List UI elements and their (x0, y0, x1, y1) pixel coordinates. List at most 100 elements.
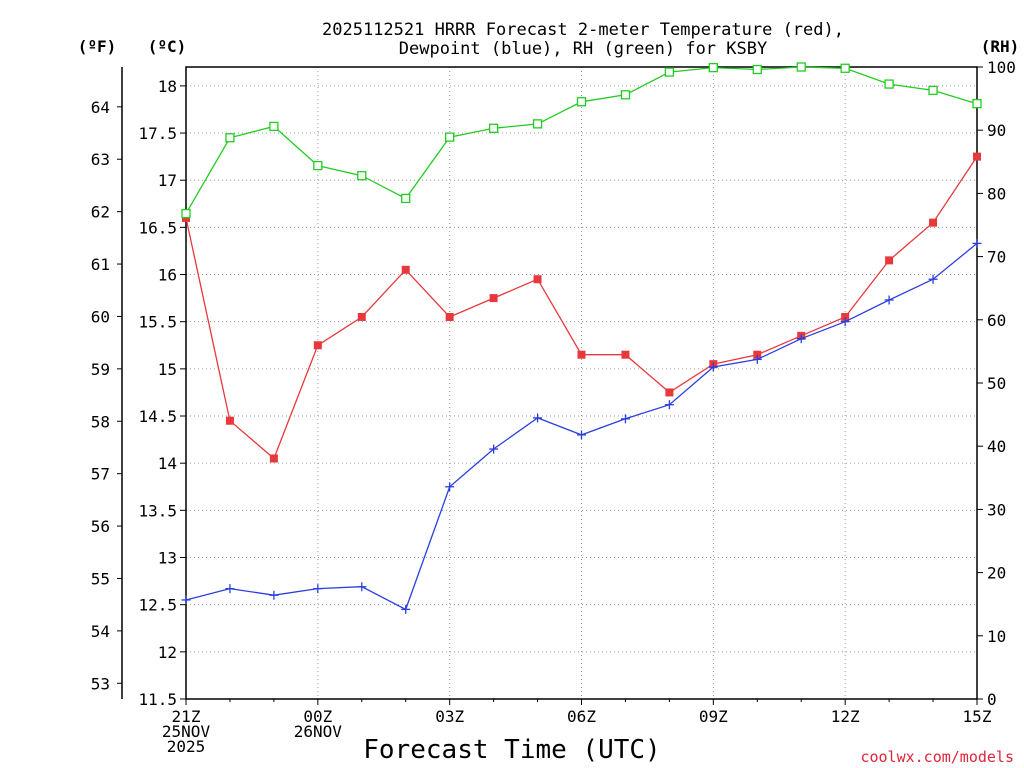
temperature-point (665, 388, 674, 397)
x-axis-label: Forecast Time (UTC) (363, 735, 660, 765)
chart-title: 2025112521 HRRR Forecast 2-meter Tempera… (322, 20, 844, 59)
watermark-link[interactable]: coolwx.com/models (860, 748, 1014, 766)
x-tick-label: 15Z (963, 707, 992, 726)
fahrenheit-tick-label: 58 (91, 412, 110, 431)
temperature-point (841, 312, 850, 321)
dewpoint-point (620, 414, 630, 424)
dewpoint-point (884, 295, 894, 305)
temperature-point (753, 350, 762, 359)
rh-tick-label: 30 (987, 500, 1006, 519)
dewpoint-point (533, 413, 543, 423)
rh-tick-label: 0 (987, 690, 997, 709)
dewpoint-point (708, 362, 718, 372)
dewpoint-point (577, 430, 586, 440)
rh-unit-label: (RH) (981, 37, 1020, 56)
celsius-tick-label: 17.5 (138, 124, 177, 143)
celsius-tick-label: 13 (158, 549, 177, 568)
celsius-tick-label: 12 (158, 643, 177, 662)
x-tick-label: 00Z (303, 707, 332, 726)
rh-tick-label: 90 (987, 121, 1006, 140)
temperature-point (621, 350, 630, 359)
x-tick-label: 03Z (435, 707, 464, 726)
x-tick-label: 25NOV (162, 722, 211, 741)
fahrenheit-tick-label: 53 (91, 674, 110, 693)
fahrenheit-unit-label: (ºF) (78, 37, 117, 56)
rh-tick-label: 10 (987, 627, 1006, 646)
rh-point (181, 208, 191, 219)
fahrenheit-tick-label: 57 (91, 465, 110, 484)
celsius-tick-label: 14 (158, 454, 177, 473)
fahrenheit-tick-label: 61 (91, 255, 110, 274)
temperature-point (269, 454, 278, 463)
rh-point (972, 99, 982, 109)
fahrenheit-tick-label: 55 (91, 569, 110, 588)
celsius-tick-label: 14.5 (138, 407, 177, 426)
temperature-point (445, 312, 454, 321)
celsius-tick-label: 12.5 (138, 596, 177, 615)
series-layer (181, 62, 982, 614)
rh-tick-label: 100 (987, 58, 1016, 77)
celsius-tick-label: 18 (158, 77, 177, 96)
celsius-tick-label: 13.5 (138, 501, 177, 520)
x-tick-label: 12Z (831, 707, 860, 726)
fahrenheit-tick-label: 54 (91, 622, 110, 641)
temperature-point (885, 256, 894, 265)
rh-point (401, 193, 411, 204)
temperature-point (357, 312, 366, 321)
dewpoint-point (313, 584, 323, 594)
rh-point (488, 123, 499, 133)
fahrenheit-tick-label: 64 (91, 98, 110, 117)
temperature-point (489, 294, 498, 303)
celsius-tick-label: 15.5 (138, 313, 177, 332)
x-tick-label: 2025 (167, 737, 206, 756)
grid-layer (186, 67, 977, 699)
rh-point (796, 62, 806, 72)
fahrenheit-tick-label: 63 (91, 150, 110, 169)
temperature-point (929, 218, 938, 227)
dewpoint-point (445, 482, 455, 492)
rh-point (576, 97, 587, 107)
title-line-1: 2025112521 HRRR Forecast 2-meter Tempera… (322, 20, 844, 40)
title-line-2: Dewpoint (blue), RH (green) for KSBY (399, 39, 767, 59)
temperature-point (533, 275, 542, 284)
temperature-point (313, 341, 322, 350)
x-tick-label: 06Z (567, 707, 596, 726)
x-tick-label: 26NOV (294, 722, 343, 741)
x-tick-label: 21Z (172, 707, 201, 726)
rh-tick-label: 60 (987, 311, 1006, 330)
rh-point (752, 64, 762, 75)
celsius-tick-label: 16.5 (138, 218, 177, 237)
rh-tick-label: 20 (987, 564, 1006, 583)
dewpoint-point (181, 595, 191, 605)
dewpoint-point (269, 590, 279, 600)
temperature-point (225, 416, 234, 425)
x-tick-label: 09Z (699, 707, 728, 726)
rh-point (840, 63, 850, 73)
rh-point (445, 132, 455, 142)
rh-point (664, 67, 675, 77)
celsius-unit-label: (ºC) (148, 37, 187, 56)
dewpoint-point (928, 274, 938, 284)
dewpoint-point (972, 238, 982, 248)
rh-point (928, 85, 938, 96)
dewpoint-point (664, 400, 674, 410)
dewpoint-point (225, 584, 235, 594)
fahrenheit-tick-label: 60 (91, 307, 110, 326)
rh-point (620, 90, 631, 100)
rh-point (708, 62, 718, 73)
fahrenheit-tick-label: 56 (91, 517, 110, 536)
temperature-point (401, 265, 410, 274)
rh-point (313, 160, 323, 171)
rh-point (532, 119, 543, 129)
rh-point (884, 79, 894, 89)
tick-layer: 11.5 12 12.5 13 13.5 14 14.5 15 15.5 16 16.5 17 17.5… (91, 58, 1016, 756)
celsius-tick-label: 17 (158, 171, 177, 190)
dewpoint-point (357, 582, 367, 592)
fahrenheit-tick-label: 62 (91, 203, 110, 222)
celsius-tick-label: 16 (158, 266, 177, 285)
fahrenheit-tick-label: 59 (91, 360, 110, 379)
dewpoint-point (752, 354, 762, 364)
temperature-point (577, 350, 586, 359)
temperature-point (973, 152, 981, 161)
